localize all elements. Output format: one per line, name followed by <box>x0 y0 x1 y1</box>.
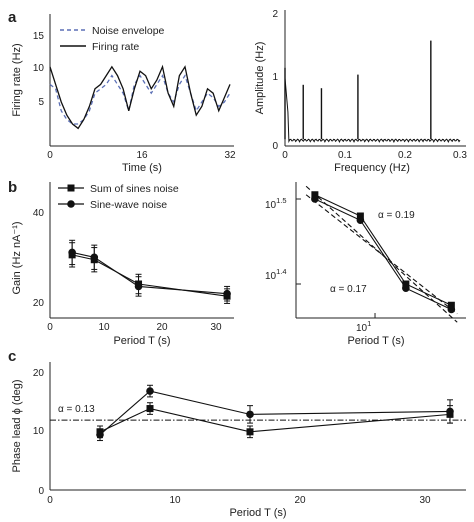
x-tick-label: 0.1 <box>338 150 352 161</box>
y-tick-label: 5 <box>38 97 44 108</box>
series-group <box>68 239 231 304</box>
y-axis-label: Firing rate (Hz) <box>11 43 23 116</box>
fit-line <box>305 185 458 323</box>
x-tick-label: 16 <box>136 150 148 161</box>
x-axis-label: Period T (s) <box>229 507 286 519</box>
data-point-square <box>447 301 455 309</box>
series-line-firing-rate <box>49 64 231 130</box>
x-tick-label: 0.2 <box>398 150 412 161</box>
legend-marker-square <box>67 184 75 192</box>
series-group <box>284 40 461 144</box>
x-axis-label: Period T (s) <box>347 335 404 347</box>
data-point-circle <box>90 253 99 262</box>
panel-letter-a: a <box>8 9 17 26</box>
series-line-circle <box>314 198 452 310</box>
y-axis-label: Amplitude (Hz) <box>254 42 266 115</box>
data-point-circle <box>311 195 319 203</box>
legend-label: Sum of sines noise <box>90 183 179 195</box>
series-group <box>49 64 231 130</box>
series-group <box>50 384 466 442</box>
series-group <box>296 185 458 323</box>
panel-a-left: 15 10 5 0 16 32 Time (s) Firing rate (Hz… <box>11 14 236 174</box>
data-point-circle <box>146 387 154 395</box>
x-tick-label: 10 <box>169 495 181 506</box>
x-tick-label: 10 <box>98 322 110 333</box>
panel-a-right: 2 1 0 0 0.1 0.2 0.3 Frequency (Hz) Ampli… <box>254 9 467 174</box>
data-point-square <box>402 280 410 288</box>
y-axis-label: Gain (Hz nA⁻¹) <box>11 221 23 294</box>
annotation-alpha-2: α = 0.17 <box>330 284 367 295</box>
y-tick-label: 101.4 <box>265 267 287 282</box>
data-point-circle <box>446 407 454 416</box>
y-tick-label: 0 <box>272 141 278 152</box>
legend-marker-circle <box>67 200 75 208</box>
y-tick-label: 15 <box>33 31 45 42</box>
data-point-square <box>356 212 364 220</box>
x-tick-label: 0 <box>282 150 288 161</box>
x-tick-label: 30 <box>419 495 431 506</box>
panel-c: 20 10 0 0 10 20 30 Period T (s) Phase le… <box>11 362 466 519</box>
annotation-alpha: α = 0.13 <box>58 404 95 415</box>
data-point-square <box>146 405 154 413</box>
x-tick-label: 0 <box>47 322 53 333</box>
data-point-circle <box>223 289 231 298</box>
legend-label: Firing rate <box>92 41 139 53</box>
y-tick-label: 0 <box>38 486 44 497</box>
y-tick-label: 20 <box>33 298 45 309</box>
annotation-alpha-1: α = 0.19 <box>378 210 415 221</box>
x-tick-label: 32 <box>224 150 236 161</box>
data-point-circle <box>402 284 410 293</box>
panel-letter-b: b <box>8 179 17 196</box>
data-point-circle <box>356 216 365 225</box>
data-point-circle <box>96 430 104 439</box>
y-tick-label: 10 <box>33 426 45 437</box>
x-tick-label: 101 <box>356 319 371 334</box>
y-tick-label: 10 <box>33 63 45 74</box>
data-point-circle <box>134 282 143 291</box>
x-axis-label: Frequency (Hz) <box>334 162 410 174</box>
panel-letter-c: c <box>8 348 16 365</box>
legend-label: Sine-wave noise <box>90 199 167 211</box>
series-line-circle <box>99 390 451 436</box>
x-tick-label: 0 <box>47 495 53 506</box>
x-tick-label: 20 <box>294 495 306 506</box>
fit-line <box>305 194 458 315</box>
spectrum-line <box>284 77 461 144</box>
data-point-circle <box>246 410 254 419</box>
legend-label: Noise envelope <box>92 25 165 37</box>
data-point-circle <box>68 248 76 257</box>
x-tick-label: 0.3 <box>453 150 467 161</box>
series-line-noise-envelope <box>49 74 231 125</box>
series-line-square <box>314 194 452 306</box>
x-tick-label: 20 <box>156 322 168 333</box>
x-axis-label: Period T (s) <box>113 335 170 347</box>
y-tick-label: 101.5 <box>265 196 287 211</box>
series-line-circle <box>72 251 228 295</box>
y-tick-label: 20 <box>33 368 45 379</box>
x-tick-label: 0 <box>47 150 53 161</box>
x-tick-label: 30 <box>210 322 222 333</box>
y-tick-label: 2 <box>272 9 278 20</box>
y-axis-label: Phase lead ϕ (deg) <box>11 380 23 473</box>
y-tick-label: 40 <box>33 208 45 219</box>
series-line-square <box>99 407 451 433</box>
data-point-square <box>246 428 254 436</box>
panel-b-left: 40 20 0 10 20 30 Period T (s) Gain (Hz n… <box>11 182 234 347</box>
x-axis-label: Time (s) <box>122 162 162 174</box>
y-tick-label: 1 <box>272 72 278 83</box>
panel-b-right: 101.5 101.4 101 Period T (s) α = 0.19 α … <box>265 182 466 347</box>
